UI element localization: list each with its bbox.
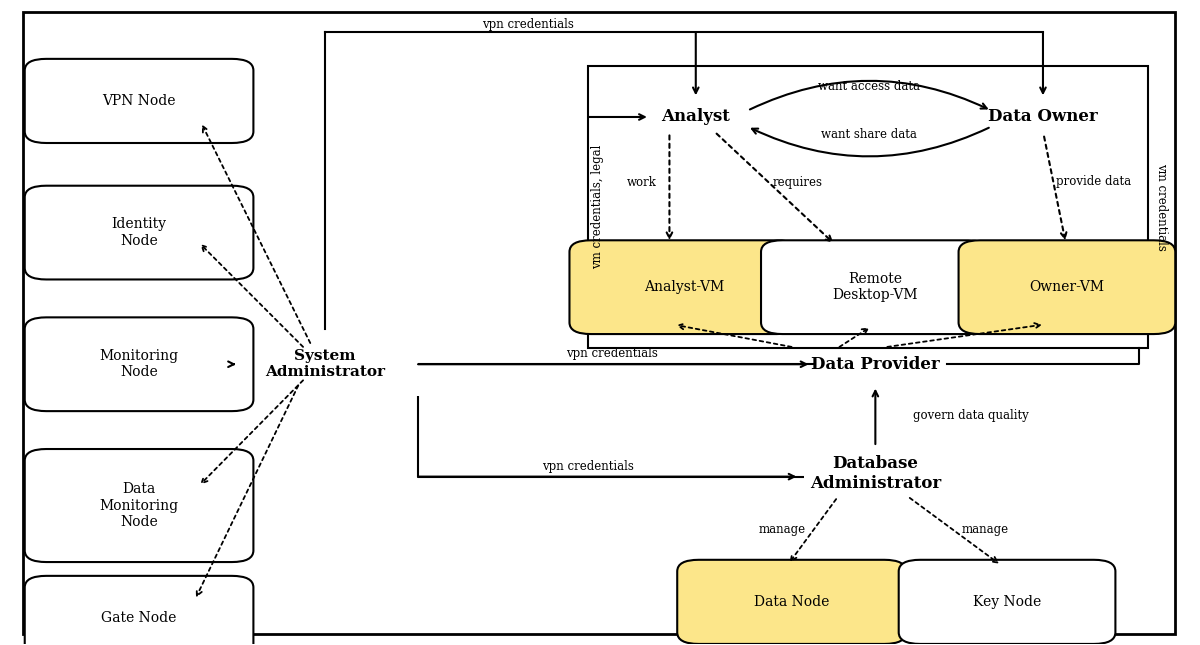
- Text: vpn credentials: vpn credentials: [566, 347, 658, 360]
- Text: work: work: [626, 176, 656, 189]
- FancyBboxPatch shape: [25, 576, 253, 645]
- Bar: [588, 66, 1148, 348]
- FancyBboxPatch shape: [25, 449, 253, 562]
- Text: vm credentials, legal: vm credentials, legal: [592, 144, 604, 269]
- FancyBboxPatch shape: [25, 186, 253, 279]
- Text: manage: manage: [758, 523, 805, 536]
- Text: Analyst: Analyst: [661, 108, 731, 126]
- Text: System
Administrator: System Administrator: [265, 349, 385, 379]
- Text: want share data: want share data: [822, 128, 917, 141]
- Text: Analyst-VM: Analyst-VM: [643, 280, 724, 294]
- Text: Identity
Node: Identity Node: [112, 217, 167, 248]
- Text: govern data quality: govern data quality: [913, 409, 1030, 422]
- FancyBboxPatch shape: [25, 317, 253, 411]
- FancyBboxPatch shape: [23, 12, 1175, 634]
- Text: provide data: provide data: [1056, 175, 1130, 188]
- FancyBboxPatch shape: [570, 241, 798, 334]
- Text: Monitoring
Node: Monitoring Node: [100, 349, 179, 379]
- Text: vpn credentials: vpn credentials: [542, 460, 634, 473]
- Text: Key Node: Key Node: [973, 595, 1042, 609]
- Text: Remote
Desktop-VM: Remote Desktop-VM: [833, 272, 918, 303]
- FancyBboxPatch shape: [25, 59, 253, 143]
- FancyBboxPatch shape: [959, 241, 1175, 334]
- FancyBboxPatch shape: [677, 560, 906, 644]
- Text: Gate Node: Gate Node: [101, 611, 176, 625]
- Text: vpn credentials: vpn credentials: [482, 18, 574, 31]
- Text: Data Owner: Data Owner: [988, 108, 1098, 126]
- Text: Data Node: Data Node: [754, 595, 829, 609]
- Text: Data
Monitoring
Node: Data Monitoring Node: [100, 482, 179, 529]
- Text: want access data: want access data: [818, 80, 920, 93]
- Text: Data Provider: Data Provider: [811, 356, 940, 373]
- FancyBboxPatch shape: [899, 560, 1116, 644]
- FancyBboxPatch shape: [761, 241, 990, 334]
- Text: Owner-VM: Owner-VM: [1030, 280, 1104, 294]
- Text: requires: requires: [773, 176, 822, 189]
- Text: Database
Administrator: Database Administrator: [810, 455, 941, 491]
- Text: manage: manage: [962, 523, 1009, 536]
- Text: VPN Node: VPN Node: [102, 94, 176, 108]
- Text: vm credentials: vm credentials: [1154, 163, 1168, 251]
